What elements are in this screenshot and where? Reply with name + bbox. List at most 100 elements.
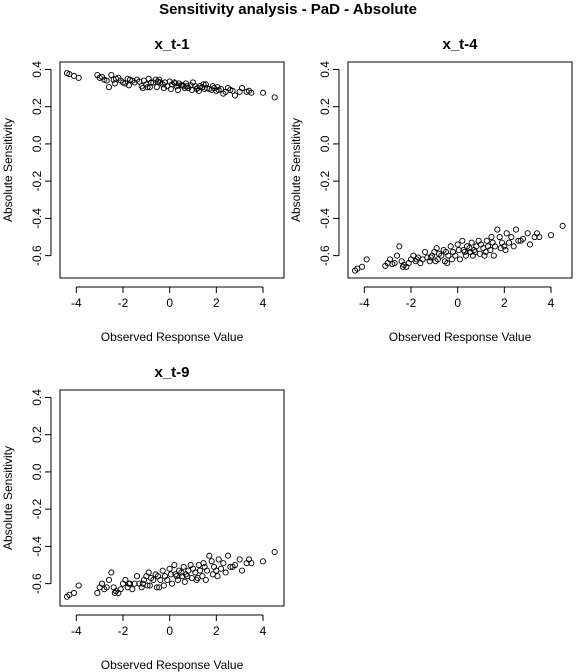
data-point — [533, 230, 541, 237]
data-point — [103, 77, 110, 84]
y-tick-label: 0.0 — [318, 135, 332, 152]
data-point — [215, 556, 222, 563]
data-point — [111, 80, 118, 87]
data-point — [164, 576, 171, 583]
data-point — [103, 584, 110, 591]
data-point — [259, 89, 267, 96]
x-tick-label: -2 — [118, 296, 129, 310]
data-point — [147, 79, 155, 86]
plot-frame — [59, 389, 285, 607]
data-point — [456, 256, 464, 263]
x-tick-label: 2 — [213, 296, 220, 310]
data-point — [481, 252, 488, 259]
data-point — [508, 233, 515, 241]
data-point — [494, 226, 501, 233]
scatter-points — [351, 222, 566, 274]
data-point — [447, 243, 454, 250]
panel-2: x_t-4 -4 -2 0 2 4 -0.6 -0.4 -0.2 0.0 0.2 0.4 Observe… — [289, 36, 573, 344]
data-point — [144, 84, 151, 91]
data-point — [122, 80, 129, 87]
data-point — [488, 233, 495, 241]
data-point — [413, 256, 420, 263]
panel-title: x_t-4 — [442, 36, 478, 53]
x-tick-label: 4 — [260, 624, 267, 638]
figure-title: Sensitivity analysis - PaD - Absolute — [159, 1, 417, 18]
data-point — [150, 576, 157, 583]
data-point — [75, 74, 82, 81]
y-tick-label: 0.2 — [318, 98, 332, 115]
data-point — [206, 552, 213, 559]
data-point — [421, 248, 429, 255]
data-point — [490, 252, 497, 259]
data-point — [503, 230, 510, 237]
data-point — [172, 571, 179, 578]
y-axis-label: Absolute Sensitivity — [289, 118, 303, 222]
data-point — [145, 569, 152, 576]
y-tick-label: -0.6 — [30, 245, 44, 266]
data-point — [179, 573, 186, 580]
data-point — [472, 248, 479, 255]
data-point — [181, 578, 188, 585]
data-point — [157, 576, 164, 583]
x-tick-label: 4 — [548, 296, 555, 310]
data-point — [200, 560, 207, 567]
data-point — [505, 239, 513, 246]
data-point — [468, 239, 475, 246]
y-tick-label: 0.0 — [30, 135, 44, 152]
data-point — [202, 576, 209, 583]
data-point — [238, 85, 246, 92]
x-tick-label: -2 — [118, 624, 129, 638]
data-point — [156, 76, 163, 83]
y-tick-label: 0.2 — [30, 426, 44, 443]
x-axis: -4 -2 0 2 4 — [71, 614, 267, 638]
data-point — [452, 252, 459, 259]
y-tick-label: -0.6 — [318, 245, 332, 266]
data-point — [448, 256, 455, 263]
x-tick-label: 2 — [213, 624, 220, 638]
data-point — [510, 243, 517, 250]
x-axis-label: Observed Response Value — [101, 330, 244, 344]
data-point — [105, 576, 113, 583]
data-point — [184, 573, 191, 580]
data-point — [559, 222, 566, 229]
data-point — [496, 233, 503, 241]
data-point — [399, 263, 406, 270]
x-tick-label: 0 — [454, 296, 461, 310]
data-point — [129, 586, 136, 593]
y-tick-label: -0.6 — [30, 573, 44, 594]
data-point — [174, 86, 181, 93]
data-point — [512, 226, 520, 233]
data-point — [193, 85, 200, 93]
data-point — [117, 586, 124, 593]
x-tick-label: -4 — [359, 296, 370, 310]
data-point — [125, 580, 132, 587]
data-point — [167, 571, 174, 578]
data-point — [94, 589, 101, 597]
data-point — [203, 567, 211, 574]
panel-1: x_t-1 -4 -2 0 2 4 -0.6 -0.4 -0.2 0.0 0.2 0.4 Observe… — [1, 36, 285, 344]
x-tick-label: -4 — [71, 296, 82, 310]
data-point — [259, 558, 267, 565]
y-axis: -0.6 -0.4 -0.2 0.0 0.2 0.4 — [30, 61, 52, 266]
y-axis: -0.6 -0.4 -0.2 0.0 0.2 0.4 — [30, 389, 52, 594]
x-tick-label: 2 — [501, 296, 508, 310]
y-tick-label: -0.4 — [30, 208, 44, 229]
data-point — [217, 85, 225, 93]
data-point — [454, 241, 461, 248]
data-point — [438, 252, 445, 259]
y-tick-label: 0.2 — [30, 98, 44, 115]
data-point — [358, 263, 366, 270]
data-point — [231, 92, 239, 99]
data-point — [133, 573, 141, 580]
data-point — [208, 558, 215, 565]
x-axis-label: Observed Response Value — [389, 330, 532, 344]
y-tick-label: 0.4 — [30, 61, 44, 78]
y-tick-label: -0.2 — [318, 171, 332, 192]
data-point — [153, 84, 160, 91]
data-point — [487, 247, 494, 254]
data-point — [200, 81, 207, 88]
data-point — [396, 243, 403, 250]
data-point — [131, 580, 138, 587]
scatter-points — [63, 70, 278, 101]
